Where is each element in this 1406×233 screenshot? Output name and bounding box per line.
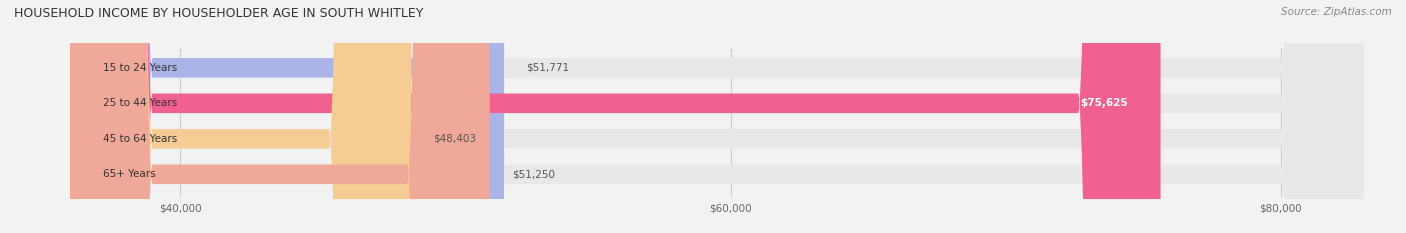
Text: 65+ Years: 65+ Years: [103, 169, 156, 179]
Text: Source: ZipAtlas.com: Source: ZipAtlas.com: [1281, 7, 1392, 17]
FancyBboxPatch shape: [70, 0, 412, 233]
FancyBboxPatch shape: [70, 0, 489, 233]
Text: $51,250: $51,250: [512, 169, 555, 179]
Text: 25 to 44 Years: 25 to 44 Years: [103, 98, 177, 108]
FancyBboxPatch shape: [70, 0, 1364, 233]
FancyBboxPatch shape: [70, 0, 1160, 233]
Text: $75,625: $75,625: [1080, 98, 1128, 108]
FancyBboxPatch shape: [70, 0, 1364, 233]
Text: $48,403: $48,403: [433, 134, 477, 144]
Text: HOUSEHOLD INCOME BY HOUSEHOLDER AGE IN SOUTH WHITLEY: HOUSEHOLD INCOME BY HOUSEHOLDER AGE IN S…: [14, 7, 423, 20]
Text: $51,771: $51,771: [526, 63, 569, 73]
Text: 45 to 64 Years: 45 to 64 Years: [103, 134, 177, 144]
FancyBboxPatch shape: [70, 0, 1364, 233]
FancyBboxPatch shape: [70, 0, 1364, 233]
FancyBboxPatch shape: [70, 0, 505, 233]
Text: 15 to 24 Years: 15 to 24 Years: [103, 63, 177, 73]
